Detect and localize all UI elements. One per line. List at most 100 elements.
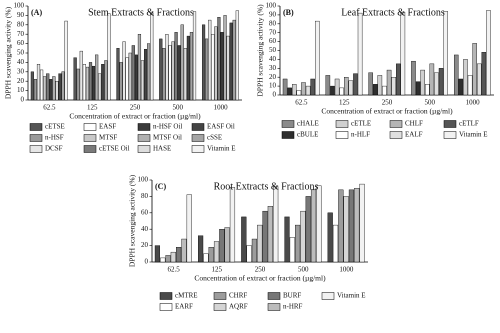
x-tick-label: 62.5 [43,104,56,112]
bar [162,48,166,101]
legend-label: Vitamin E [207,145,236,153]
legend-label: MTSF Oil [153,134,182,142]
bar [219,228,225,263]
y-tick-label: 90 [269,11,277,19]
bar [438,68,444,96]
y-axis-title: DPPH scavenging activity (%) [4,6,13,99]
y-tick-label: 50 [269,46,277,54]
legend-label: MTSF [99,134,117,142]
bar [226,35,230,101]
y-tick-label: 70 [269,28,277,36]
x-tick-label: 250 [382,99,393,107]
legend-swatch [137,134,151,142]
bar [98,73,102,101]
bar [49,79,53,101]
bar [344,76,349,96]
x-axis-title: Concentration of extract or fraction (µg… [194,274,326,283]
bar [171,41,175,101]
legend-swatch [191,134,205,142]
y-tick-label: 0 [21,96,25,104]
bar [411,60,416,96]
bar [386,69,392,96]
bar [76,68,80,101]
bar [85,66,90,101]
y-axis-title: DPPH scavenging activity (%) [128,174,137,267]
bar [315,20,320,96]
legend-swatch [213,292,227,300]
bar [150,12,154,101]
bar [273,186,279,263]
bar [91,65,96,101]
legend-swatch [213,303,227,311]
bar [189,32,194,101]
bar [372,84,378,96]
legend-label: Vitamin E [459,131,488,139]
bar [198,235,204,263]
legend-swatch [267,292,281,300]
legend-swatch [29,145,43,153]
legend-label: EASF [99,123,116,131]
y-tick-label: 80 [269,19,277,27]
bar [88,62,93,101]
bar [305,85,311,96]
legend-swatch [83,145,97,153]
bar [165,255,171,263]
legend-label: n-HSF Oil [153,123,182,131]
legend-label: cMTRE [175,292,198,300]
legend-label: cBULE [297,131,318,139]
bar [137,34,142,101]
x-tick-label: 250 [130,104,141,112]
legend-swatch [137,123,151,131]
y-tick-label: 70 [17,30,25,38]
legend-label: DCSF [45,145,63,153]
bar [343,196,349,263]
bar [229,22,233,101]
y-tick-label: 60 [141,208,149,216]
bar [128,52,132,101]
y-tick-label: 10 [269,82,277,90]
bar [144,49,148,101]
y-tick-label: 20 [17,77,25,85]
y-tick-label: 100 [138,176,149,184]
bar [61,71,65,101]
bar [377,75,383,96]
legend-swatch [443,131,457,139]
legend-swatch [191,123,205,131]
bar [64,20,68,101]
legend-swatch [83,123,97,131]
panel-label: (C) [155,182,166,191]
chart-title: Root Extracts & Fractions [214,181,319,192]
bar [82,64,86,101]
bar [287,87,292,96]
bar [101,64,105,101]
legend-label: n-HRF [283,303,303,311]
bar [147,43,151,101]
legend-swatch [83,134,97,142]
legend-swatch [137,145,151,153]
bar [284,216,290,263]
y-tick-label: 100 [14,2,25,10]
legend-swatch [389,131,403,139]
x-tick-label: 500 [298,266,309,274]
y-tick-label: 30 [17,67,25,75]
legend-label: cHALE [297,120,319,128]
x-axis-title: Concentration of extract or fraction (µg… [69,112,201,121]
y-tick-label: 80 [141,192,149,200]
bar [224,227,230,263]
legend-swatch [443,120,457,128]
bar [348,189,355,263]
bar [154,245,161,263]
y-tick-label: 40 [17,58,25,66]
bar [382,85,387,96]
panel-label: (A) [31,8,42,17]
bar [229,187,236,263]
bar [176,247,182,263]
bar [217,17,221,101]
bar [208,247,214,263]
chart-title: Stem Extracts & Fractions [88,7,194,18]
bar [339,87,344,96]
bar [429,63,435,96]
bar [131,45,135,101]
bar [95,54,99,101]
chart-title: Leaf Extracts & Fractions [341,7,445,18]
